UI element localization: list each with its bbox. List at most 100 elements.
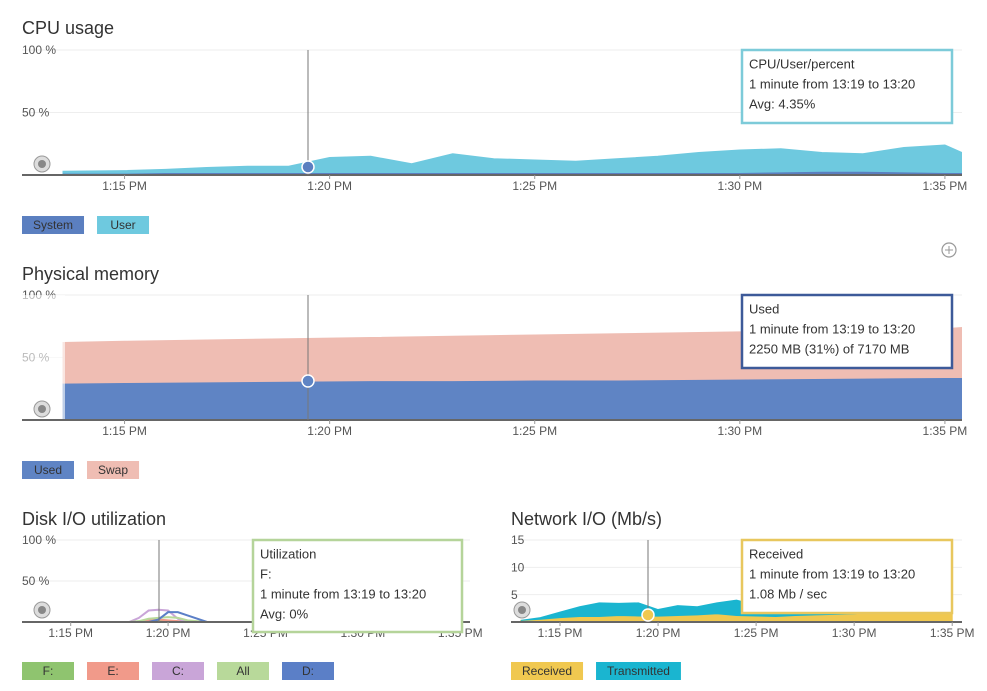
tooltip-line: Received [749,546,803,561]
y-tick-label: 100 % [22,533,56,547]
area-series [62,377,962,420]
y-tick-label: 5 [511,588,518,602]
legend-item[interactable]: E: [87,662,139,680]
plot-area [62,326,962,420]
knob-inner[interactable] [38,160,46,168]
legend-swatch[interactable] [97,216,150,234]
tooltip: Used 1 minute from 13:19 to 13:20 2250 MB … [740,293,954,370]
tooltip-line: F: [260,566,272,581]
legend-item[interactable]: All [217,662,269,680]
tooltip-line: 1 minute from 13:19 to 13:20 [749,566,915,581]
x-tick-label: 1:25 PM [512,424,557,438]
legend-label[interactable]: F: [43,664,54,678]
legend-label[interactable]: System [33,218,73,232]
legend-item[interactable]: D: [282,662,334,680]
x-tick-label: 1:15 PM [102,179,147,193]
crosshair-dot [301,374,315,388]
tooltip: Received 1 minute from 13:19 to 13:20 1.08… [740,538,954,615]
tooltip-line: CPU/User/percent [749,56,855,71]
line-series [70,618,461,622]
chart-panel: Disk I/O utilization 50 % 100 % 1:15 PM 1:20… [22,509,483,680]
x-tick-label: 1:30 PM [717,179,762,193]
line-series [70,611,461,622]
legend-item[interactable]: Swap [87,461,140,479]
legend-label[interactable]: User [110,218,135,232]
zoom-knob[interactable] [33,400,51,418]
chart-panel: Network I/O (Mb/s) 5 10 15 1:15 PM 1:20 PM 1:2… [511,509,975,680]
zoom-knob[interactable] [33,601,51,619]
crosshair-dot [641,608,655,622]
y-tick-label: 50 % [22,574,50,588]
out-of-range-fade [22,295,65,420]
legend-swatch[interactable] [152,662,204,680]
tooltip-box [740,48,954,125]
zoom-knob[interactable] [513,601,531,619]
chart-panel: CPU usage 50 % 100 % 1:15 PM 1:20 PM 1:25 PM 1… [22,18,967,234]
tooltip-line: 1 minute from 13:19 to 13:20 [749,321,915,336]
zoom-knob[interactable] [33,155,51,173]
knob-inner[interactable] [38,405,46,413]
tooltip: Utilization F: 1 minute from 13:19 to 13:2… [251,538,464,634]
chart-title: Physical memory [22,264,159,284]
legend-swatch[interactable] [596,662,681,680]
x-tick-label: 1:20 PM [146,626,191,640]
tooltip-line: 1.08 Mb / sec [749,586,828,601]
legend-label[interactable]: Swap [98,463,128,477]
tooltip-line: 1 minute from 13:19 to 13:20 [260,586,426,601]
tooltip-line: Avg: 4.35% [749,96,816,111]
legend-item[interactable]: Received [511,662,584,680]
y-tick-label: 15 [511,533,525,547]
legend-label[interactable]: All [236,664,249,678]
legend-item[interactable]: User [97,216,150,234]
y-tick-label: 50 % [22,106,50,120]
tooltip-box [251,538,464,634]
tooltip-line: Used [749,301,779,316]
tooltip-line: Avg: 0% [260,606,309,621]
legend-item[interactable]: Transmitted [596,662,681,680]
chart-title: Disk I/O utilization [22,509,166,529]
legend-swatch[interactable] [217,662,269,680]
x-tick-label: 1:20 PM [307,424,352,438]
legend-label[interactable]: Transmitted [607,664,670,678]
line-series [70,608,461,622]
area-series [62,326,962,384]
legend-swatch[interactable] [282,662,334,680]
knob-inner[interactable] [518,606,526,614]
legend-item[interactable]: C: [152,662,204,680]
legend-label[interactable]: Used [34,463,62,477]
legend-label[interactable]: C: [172,664,184,678]
tooltip-box [740,293,954,370]
x-tick-label: 1:15 PM [102,424,147,438]
x-tick-label: 1:20 PM [307,179,352,193]
x-tick-label: 1:35 PM [923,424,968,438]
crosshair-dot [301,160,315,174]
chart-panel: Physical memory50 %100 %1:15 PM1:20 PM1:… [22,264,967,479]
legend-label[interactable]: E: [107,664,118,678]
legend-swatch[interactable] [22,662,74,680]
legend-label[interactable]: D: [302,664,314,678]
chart-title: Network I/O (Mb/s) [511,509,662,529]
x-tick-label: 1:15 PM [538,626,583,640]
legend-item[interactable]: Used [22,461,74,479]
legend-swatch[interactable] [511,662,584,680]
tooltip-line: 2250 MB (31%) of 7170 MB [749,341,909,356]
x-tick-label: 1:20 PM [636,626,681,640]
legend-swatch[interactable] [87,662,139,680]
x-tick-label: 1:35 PM [930,626,975,640]
legend-item[interactable]: F: [22,662,74,680]
x-tick-label: 1:30 PM [717,424,762,438]
legend-swatch[interactable] [87,461,140,479]
legend-swatch[interactable] [22,216,85,234]
tooltip-line: 1 minute from 13:19 to 13:20 [749,76,915,91]
legend-label[interactable]: Received [522,664,572,678]
x-tick-label: 1:25 PM [734,626,779,640]
legend-item[interactable]: System [22,216,85,234]
add-icon[interactable] [941,242,957,258]
chart-title: CPU usage [22,18,114,38]
y-tick-label: 10 [511,561,525,575]
add-chart-button[interactable] [941,242,957,258]
knob-inner[interactable] [38,606,46,614]
x-tick-label: 1:25 PM [512,179,557,193]
legend-swatch[interactable] [22,461,74,479]
